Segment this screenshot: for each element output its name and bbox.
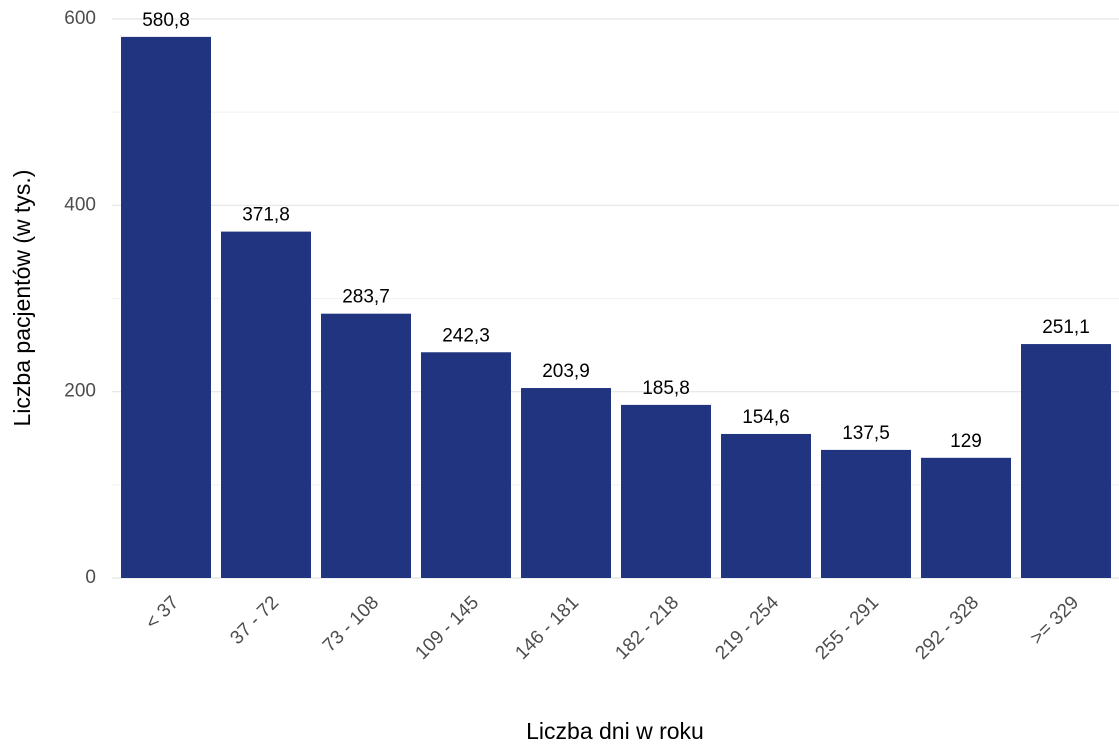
bar: [321, 313, 411, 578]
x-tick-label: 255 - 291: [811, 592, 883, 664]
value-label: 371,8: [242, 205, 290, 226]
x-tick-label: 37 - 72: [226, 592, 283, 649]
value-label: 154,6: [742, 407, 790, 428]
y-axis-title: Liczba pacjentów (w tys.): [9, 170, 35, 427]
bar: [621, 404, 711, 578]
bar: [521, 388, 611, 578]
bar: [421, 352, 511, 578]
x-tick-label: >= 329: [1026, 592, 1083, 649]
value-label: 283,7: [342, 287, 390, 308]
x-axis-title: Liczba dni w roku: [526, 718, 704, 744]
bar: [821, 449, 911, 578]
value-label: 185,8: [642, 378, 690, 399]
value-label: 137,5: [842, 423, 890, 444]
bar: [721, 433, 811, 578]
y-tick-label: 400: [64, 194, 96, 215]
x-tick-label: 182 - 218: [611, 592, 683, 664]
x-tick-label: 146 - 181: [511, 592, 583, 664]
bar: [1021, 344, 1111, 578]
x-tick-label: 292 - 328: [911, 592, 983, 664]
bar: [921, 457, 1011, 578]
x-tick-label: 109 - 145: [411, 592, 483, 664]
y-tick-label: 600: [64, 8, 96, 29]
bar: [121, 36, 211, 578]
y-tick-label: 0: [85, 567, 96, 588]
value-label: 129: [950, 431, 982, 452]
bar: [221, 231, 311, 579]
x-tick-label: < 37: [142, 592, 183, 633]
value-label: 251,1: [1042, 317, 1090, 338]
x-tick-label: 219 - 254: [711, 592, 783, 664]
value-label: 203,9: [542, 361, 590, 382]
y-tick-label: 200: [64, 381, 96, 402]
x-tick-label: 73 - 108: [319, 592, 383, 656]
value-label: 580,8: [142, 10, 190, 31]
value-label: 242,3: [442, 325, 490, 346]
